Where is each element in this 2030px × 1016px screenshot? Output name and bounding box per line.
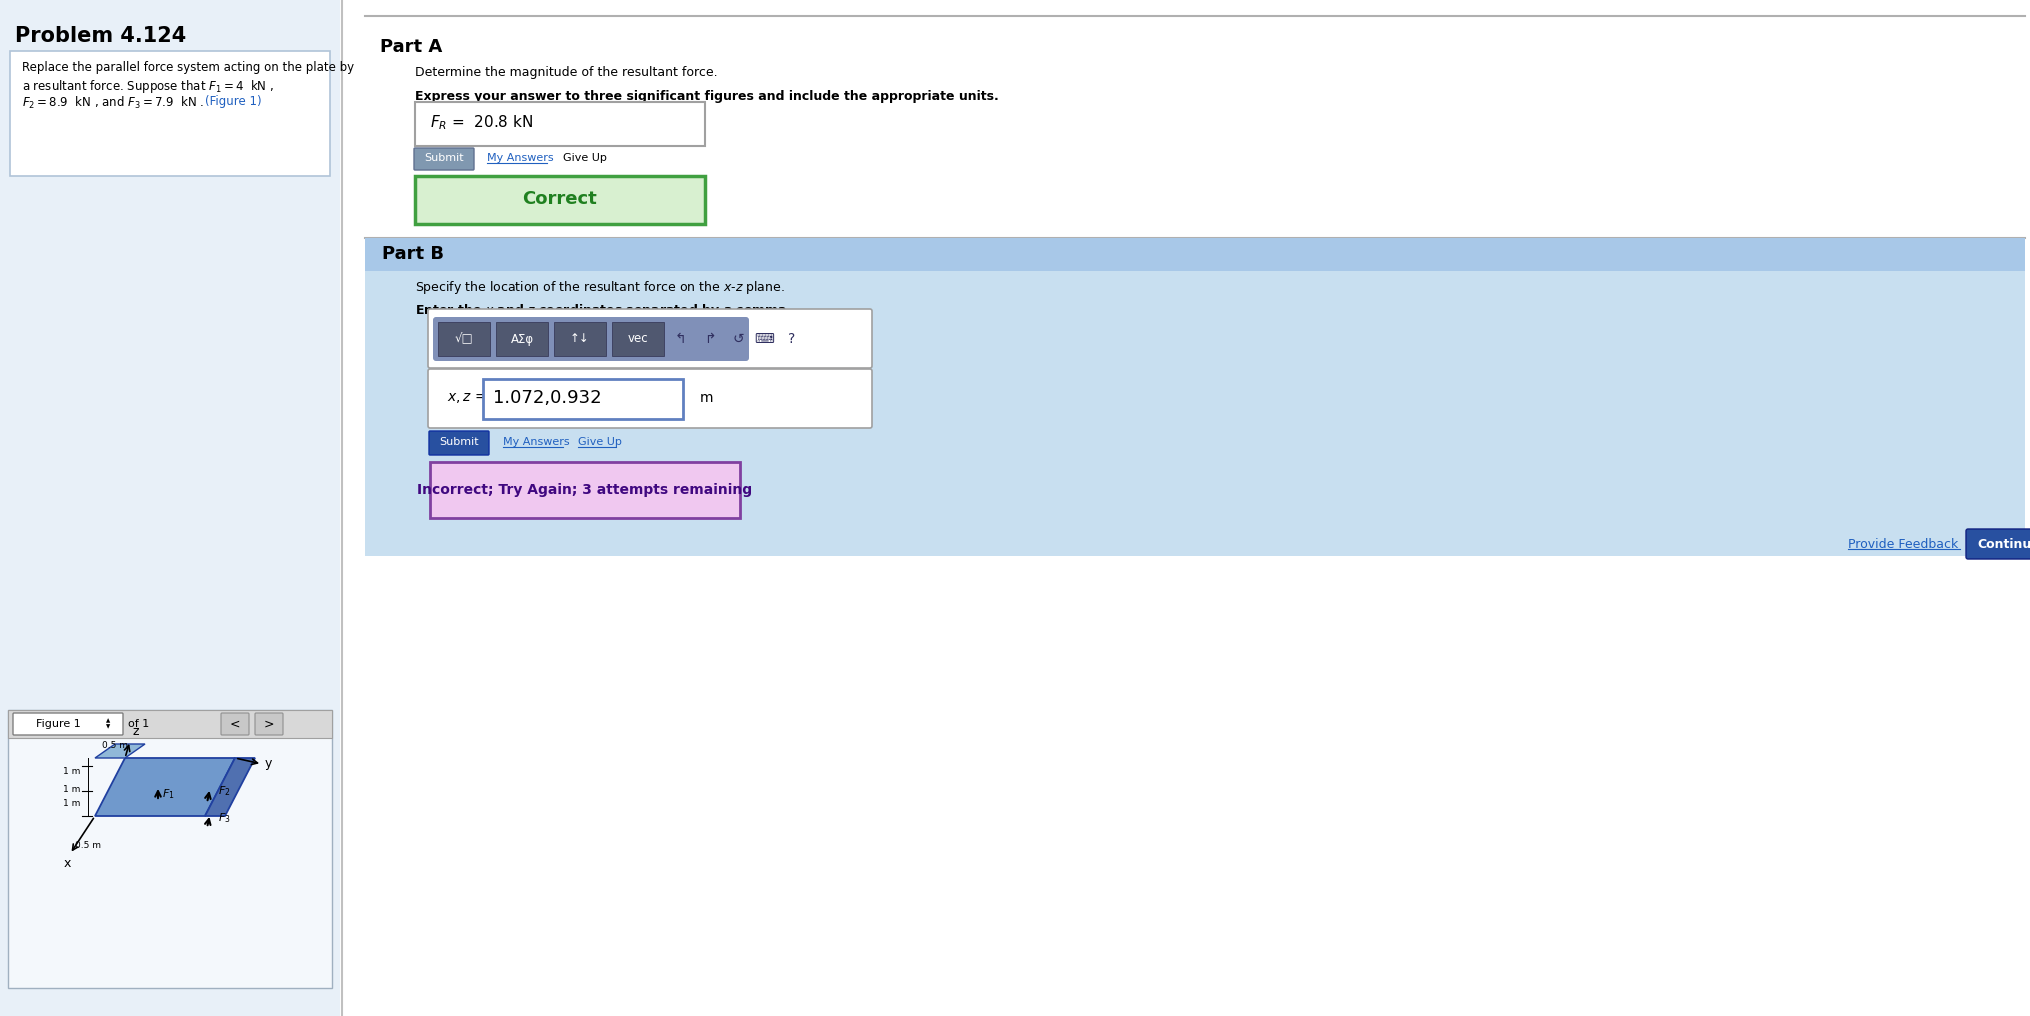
Text: >: > — [264, 717, 274, 731]
Text: ↺: ↺ — [733, 332, 743, 346]
Text: m: m — [700, 391, 713, 405]
Text: Replace the parallel force system acting on the plate by: Replace the parallel force system acting… — [22, 61, 353, 74]
FancyBboxPatch shape — [221, 713, 250, 735]
Text: <: < — [229, 717, 240, 731]
Polygon shape — [205, 758, 256, 816]
Text: Enter the $x$ and $z$ coordinates separated by a comma.: Enter the $x$ and $z$ coordinates separa… — [414, 302, 792, 319]
FancyBboxPatch shape — [414, 176, 704, 224]
Text: 1 m: 1 m — [63, 784, 79, 793]
FancyBboxPatch shape — [12, 713, 124, 735]
Text: ↰: ↰ — [674, 332, 686, 346]
Polygon shape — [95, 744, 144, 758]
Text: of 1: of 1 — [128, 719, 150, 729]
FancyBboxPatch shape — [428, 431, 489, 455]
Text: 1 m: 1 m — [63, 800, 79, 809]
Text: x: x — [65, 858, 71, 870]
Text: My Answers: My Answers — [487, 153, 554, 163]
Text: Figure 1: Figure 1 — [37, 719, 81, 729]
Text: My Answers: My Answers — [503, 437, 570, 447]
Text: Determine the magnitude of the resultant force.: Determine the magnitude of the resultant… — [414, 66, 719, 79]
FancyBboxPatch shape — [256, 713, 282, 735]
FancyBboxPatch shape — [414, 148, 473, 170]
Text: Part A: Part A — [380, 38, 443, 56]
Text: $F_1$: $F_1$ — [162, 787, 175, 801]
FancyBboxPatch shape — [611, 322, 664, 356]
Text: a resultant force. Suppose that $F_1 = 4$  kN ,: a resultant force. Suppose that $F_1 = 4… — [22, 78, 274, 96]
Text: $x, z$ =: $x, z$ = — [447, 391, 487, 405]
Text: Incorrect; Try Again; 3 attempts remaining: Incorrect; Try Again; 3 attempts remaini… — [418, 483, 753, 497]
Text: $F_R$ =  20.8 kN: $F_R$ = 20.8 kN — [430, 114, 534, 132]
Text: $F_2$: $F_2$ — [217, 784, 231, 798]
Text: z: z — [134, 725, 140, 738]
Text: ?: ? — [788, 332, 796, 346]
FancyBboxPatch shape — [8, 710, 333, 988]
FancyBboxPatch shape — [554, 322, 607, 356]
Text: ↱: ↱ — [704, 332, 717, 346]
Text: ▼: ▼ — [106, 724, 110, 729]
Text: 1 m: 1 m — [63, 766, 79, 775]
FancyBboxPatch shape — [8, 710, 333, 738]
FancyBboxPatch shape — [1965, 529, 2030, 559]
Text: $F_2 = 8.9$  kN , and $F_3 = 7.9$  kN .: $F_2 = 8.9$ kN , and $F_3 = 7.9$ kN . — [22, 96, 205, 111]
Text: Specify the location of the resultant force on the $x$-$z$ plane.: Specify the location of the resultant fo… — [414, 279, 786, 296]
Text: Give Up: Give Up — [562, 153, 607, 163]
Text: Problem 4.124: Problem 4.124 — [14, 26, 187, 46]
Text: Give Up: Give Up — [579, 437, 621, 447]
Text: AΣφ: AΣφ — [510, 332, 534, 345]
FancyBboxPatch shape — [430, 462, 741, 518]
Text: vec: vec — [627, 332, 648, 345]
Text: Submit: Submit — [438, 437, 479, 447]
FancyBboxPatch shape — [432, 317, 749, 361]
Polygon shape — [95, 758, 235, 816]
Text: y: y — [266, 758, 272, 770]
Text: Continue: Continue — [1977, 537, 2030, 551]
FancyBboxPatch shape — [495, 322, 548, 356]
Text: Submit: Submit — [424, 153, 463, 163]
Text: ↑↓: ↑↓ — [570, 332, 591, 345]
FancyBboxPatch shape — [10, 51, 331, 176]
FancyBboxPatch shape — [414, 102, 704, 146]
Text: 1.072,0.932: 1.072,0.932 — [493, 389, 601, 407]
Text: √□: √□ — [455, 332, 473, 345]
Text: Correct: Correct — [522, 190, 597, 208]
Text: ▲: ▲ — [106, 718, 110, 723]
FancyBboxPatch shape — [0, 0, 339, 1016]
FancyBboxPatch shape — [428, 309, 873, 368]
FancyBboxPatch shape — [428, 369, 873, 428]
Text: $F_3$: $F_3$ — [217, 811, 231, 825]
Text: Part B: Part B — [382, 245, 445, 263]
Text: Express your answer to three significant figures and include the appropriate uni: Express your answer to three significant… — [414, 90, 999, 103]
FancyBboxPatch shape — [365, 271, 2026, 556]
Text: (Figure 1): (Figure 1) — [205, 96, 262, 108]
FancyBboxPatch shape — [438, 322, 489, 356]
Text: 0.5 m: 0.5 m — [102, 742, 128, 751]
Text: ⌨: ⌨ — [753, 332, 773, 346]
FancyBboxPatch shape — [483, 379, 682, 419]
FancyBboxPatch shape — [365, 238, 2026, 271]
Text: Provide Feedback: Provide Feedback — [1847, 537, 1959, 551]
Text: 0.5 m: 0.5 m — [75, 841, 102, 850]
